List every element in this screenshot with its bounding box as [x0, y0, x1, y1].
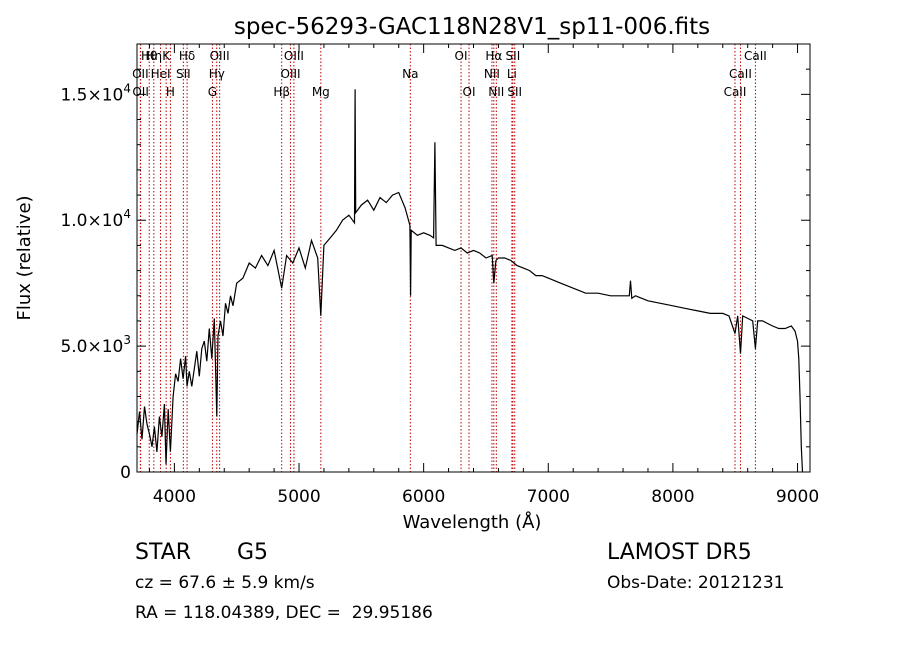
object-class: STAR: [135, 540, 192, 565]
line-marker-label: Hγ: [209, 67, 225, 81]
y-axis-ticks: 0 5.0×103 1.0×104 1.5×104: [60, 68, 810, 483]
line-marker-label: OIII: [281, 67, 301, 81]
line-marker-label: Hθ: [141, 49, 157, 63]
line-marker-label: OII: [132, 67, 149, 81]
line-marker-label: SII: [506, 49, 521, 63]
x-axis-label: Wavelength (Å): [403, 511, 542, 533]
line-marker-label: H: [166, 85, 175, 99]
line-marker-label: OIII: [210, 49, 230, 63]
line-marker-label: Hδ: [179, 49, 195, 63]
line-marker-label: SII: [176, 67, 191, 81]
line-marker-label: SII: [507, 85, 522, 99]
x-tick-label: 5000: [277, 487, 320, 507]
line-marker-label: Hα: [485, 49, 502, 63]
line-marker-label: OII: [132, 85, 149, 99]
survey-name: LAMOST DR5: [607, 540, 752, 565]
y-tick-label: 5.0×103: [60, 333, 131, 357]
x-tick-label: 7000: [527, 487, 570, 507]
line-marker-label: NII: [488, 85, 504, 99]
y-tick-label: 0: [120, 463, 131, 483]
line-marker-label: Li: [507, 67, 517, 81]
observation-date: Obs-Date: 20121231: [607, 573, 785, 593]
line-marker-label: OI: [455, 49, 468, 63]
line-marker-label: Hβ: [273, 85, 290, 99]
plot-frame: [136, 43, 811, 473]
line-marker-label: OIII: [284, 49, 304, 63]
x-tick-label: 6000: [402, 487, 445, 507]
sky-coordinates: RA = 118.04389, DEC = 29.95186: [135, 603, 433, 623]
y-tick-label: 1.5×104: [60, 81, 131, 105]
y-tick-label: 1.0×104: [60, 207, 131, 231]
line-marker-label: OI: [463, 85, 476, 99]
line-marker-label: Na: [402, 67, 418, 81]
line-marker-label: CaII: [744, 49, 767, 63]
x-tick-label: 8000: [651, 487, 694, 507]
spectrum-line: [136, 89, 804, 473]
emission-line-markers: [139, 44, 756, 472]
line-marker-label: Mg: [312, 85, 330, 99]
spectrum-chart: spec-56293-GAC118N28V1_sp11-006.fits HθH…: [14, 14, 819, 533]
line-marker-label: G: [208, 85, 217, 99]
line-marker-label: K: [162, 49, 171, 63]
x-tick-label: 9000: [776, 487, 819, 507]
line-marker-label: HeI: [151, 67, 171, 81]
line-marker-label: NII: [484, 67, 500, 81]
line-marker-label: CaII: [724, 85, 747, 99]
chart-title: spec-56293-GAC118N28V1_sp11-006.fits: [234, 14, 710, 40]
x-axis-ticks: 4000 5000 6000 7000 8000 9000: [148, 44, 819, 507]
x-tick-label: 4000: [153, 487, 196, 507]
object-subclass: G5: [237, 540, 269, 565]
redshift-velocity: cz = 67.6 ± 5.9 km/s: [135, 573, 315, 593]
line-marker-label: CaII: [729, 67, 752, 81]
y-axis-label: Flux (relative): [14, 195, 35, 320]
line-marker-label: Hη: [146, 49, 163, 63]
